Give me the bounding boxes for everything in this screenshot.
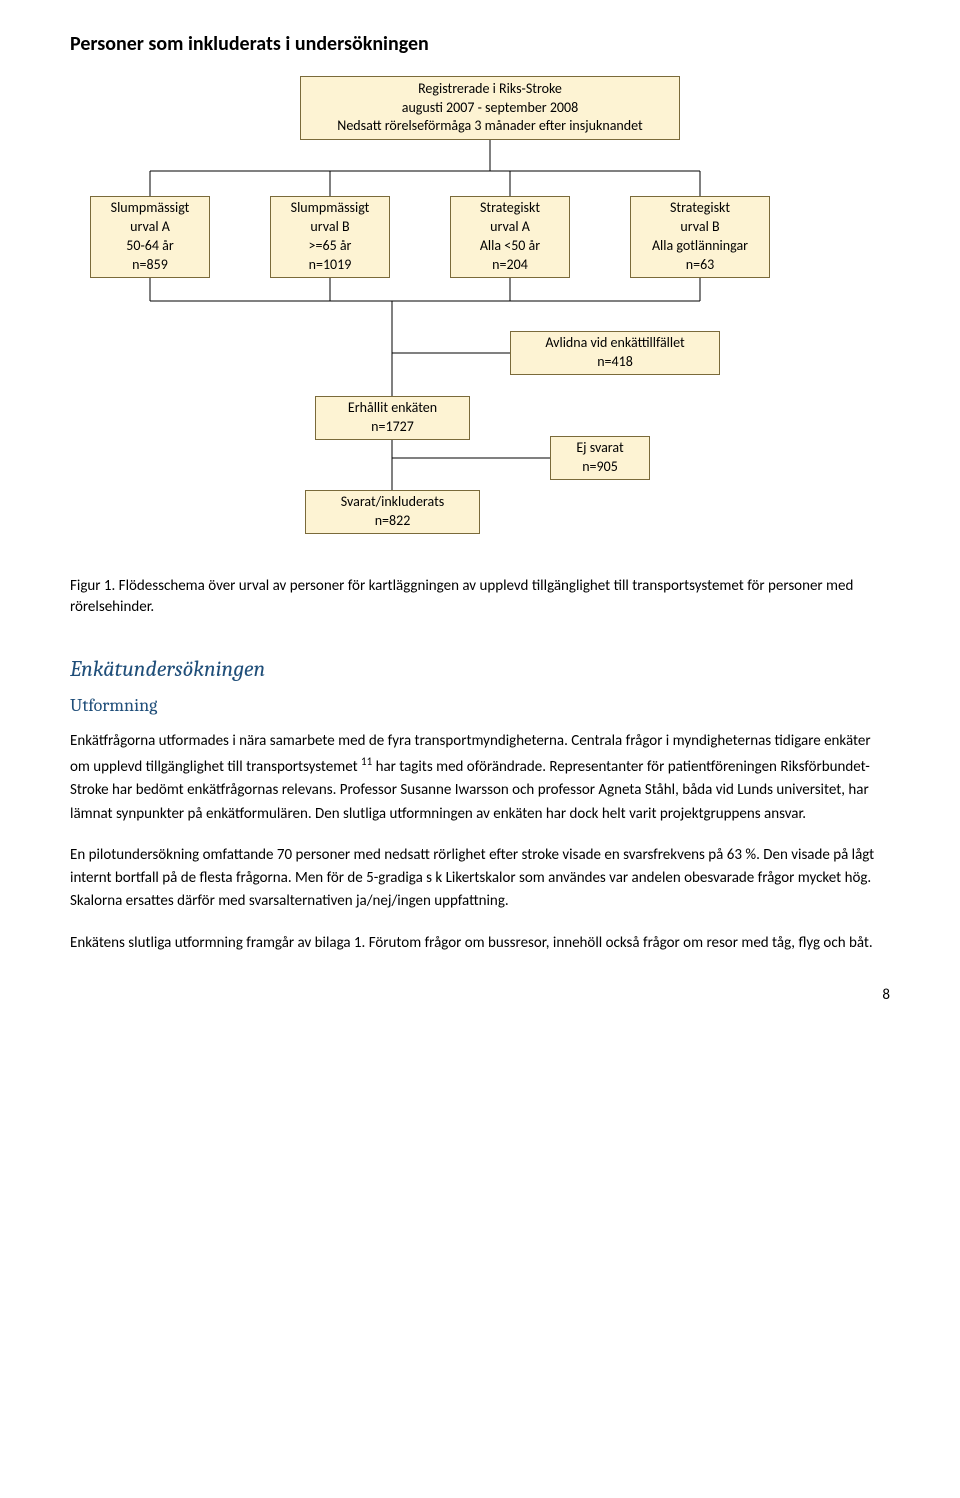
section-heading: Enkätundersökningen xyxy=(70,654,890,685)
figure-caption: Figur 1. Flödesschema över urval av pers… xyxy=(70,576,890,618)
subsection-heading: Utformning xyxy=(70,693,890,718)
flow-strategiskt-a: Strategiskt urval A Alla <50 år n=204 xyxy=(450,196,570,278)
flowchart-connectors xyxy=(70,76,890,546)
flow-avlidna: Avlidna vid enkättillfället n=418 xyxy=(510,331,720,375)
page-number: 8 xyxy=(70,985,890,1006)
flow-svarat-text: Svarat/inkluderats n=822 xyxy=(341,493,445,531)
page-title: Personer som inkluderats i undersökninge… xyxy=(70,30,890,58)
paragraph-2: En pilotundersökning omfattande 70 perso… xyxy=(70,844,890,914)
flow-strategiskt-b: Strategiskt urval B Alla gotlänningar n=… xyxy=(630,196,770,278)
flow-avlidna-text: Avlidna vid enkättillfället n=418 xyxy=(545,334,684,372)
footnote-ref: 11 xyxy=(361,755,372,768)
flow-erhallit: Erhållit enkäten n=1727 xyxy=(315,396,470,440)
flow-ejsvarat-text: Ej svarat n=905 xyxy=(576,439,623,477)
flow-erhallit-text: Erhållit enkäten n=1727 xyxy=(348,399,437,437)
paragraph-3: Enkätens slutliga utformning framgår av … xyxy=(70,932,890,955)
flow-root-text: Registrerade i Riks-Stroke augusti 2007 … xyxy=(337,80,642,137)
flow-ejsvarat: Ej svarat n=905 xyxy=(550,436,650,480)
flowchart: Registrerade i Riks-Stroke augusti 2007 … xyxy=(70,76,890,546)
flow-urval-a-text: Slumpmässigt urval A 50-64 år n=859 xyxy=(111,199,190,275)
flow-svarat: Svarat/inkluderats n=822 xyxy=(305,490,480,534)
paragraph-1: Enkätfrågorna utformades i nära samarbet… xyxy=(70,730,890,826)
flow-urval-b-text: Slumpmässigt urval B >=65 år n=1019 xyxy=(291,199,370,275)
flow-urval-b: Slumpmässigt urval B >=65 år n=1019 xyxy=(270,196,390,278)
flow-strategiskt-b-text: Strategiskt urval B Alla gotlänningar n=… xyxy=(652,199,748,275)
flow-root: Registrerade i Riks-Stroke augusti 2007 … xyxy=(300,76,680,140)
flow-strategiskt-a-text: Strategiskt urval A Alla <50 år n=204 xyxy=(480,199,540,275)
flow-urval-a: Slumpmässigt urval A 50-64 år n=859 xyxy=(90,196,210,278)
